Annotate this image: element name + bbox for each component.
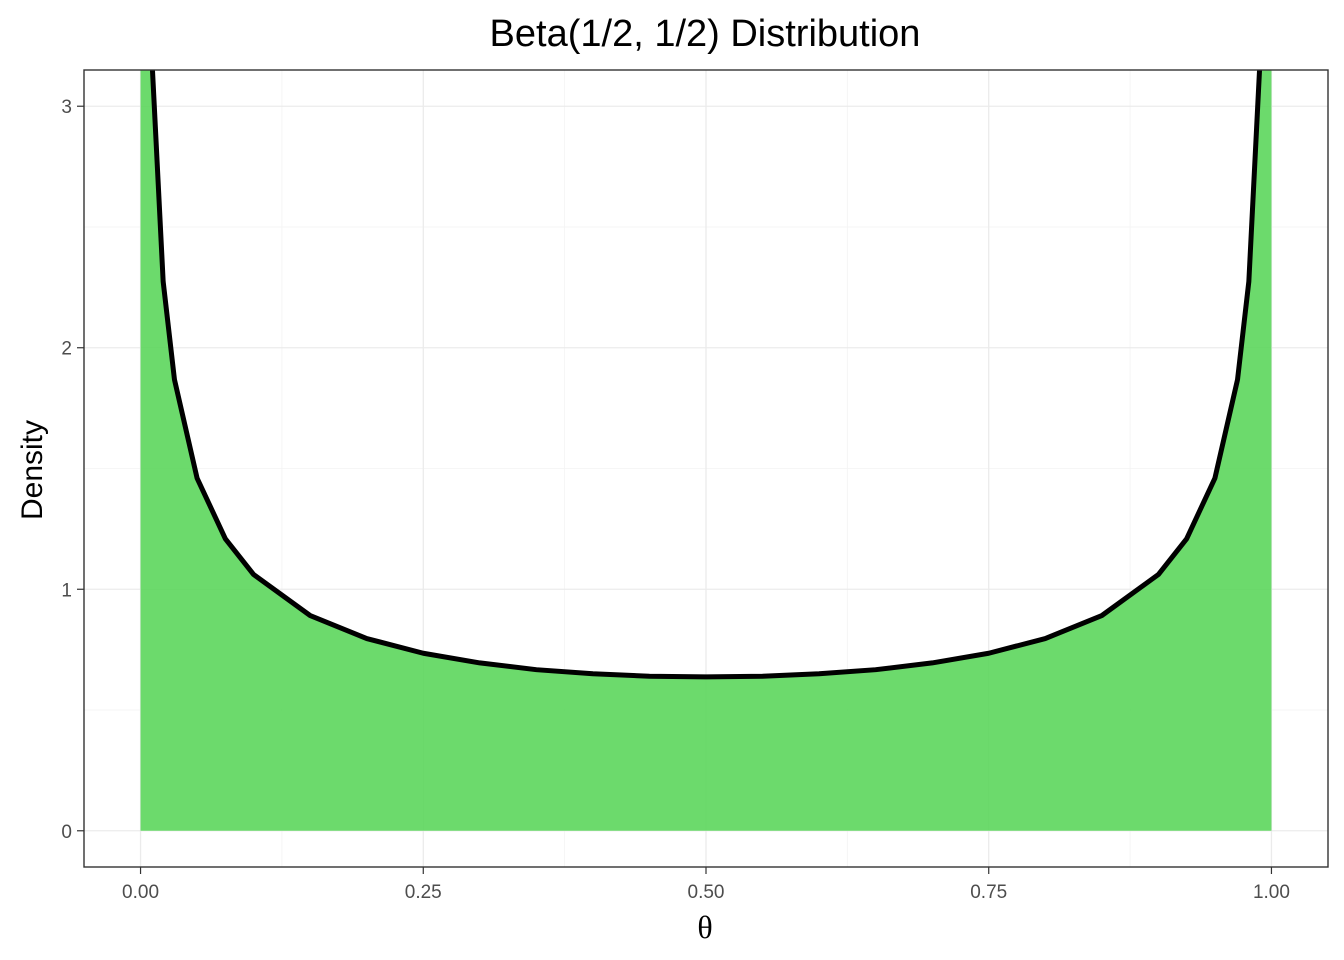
y-axis-title: Density [16,420,49,520]
x-tick-label: 0.00 [122,882,159,903]
x-axis: 0.00 0.25 0.50 0.75 1.00 [122,867,1290,903]
chart-title: Beta(1/2, 1/2) Distribution [490,13,921,55]
density-curve [149,70,1263,680]
x-tick-label: 0.75 [970,882,1007,903]
y-tick-label: 3 [61,97,72,118]
y-tick-label: 0 [61,822,72,843]
y-tick-label: 2 [61,339,72,360]
x-axis-title: θ [697,909,712,945]
x-tick-label: 0.50 [688,882,725,903]
y-tick-label: 1 [61,580,72,601]
x-tick-label: 1.00 [1253,882,1290,903]
x-tick-label: 0.25 [405,882,442,903]
y-axis: 0 1 2 3 [61,97,84,843]
density-curve-layer [149,70,1263,680]
